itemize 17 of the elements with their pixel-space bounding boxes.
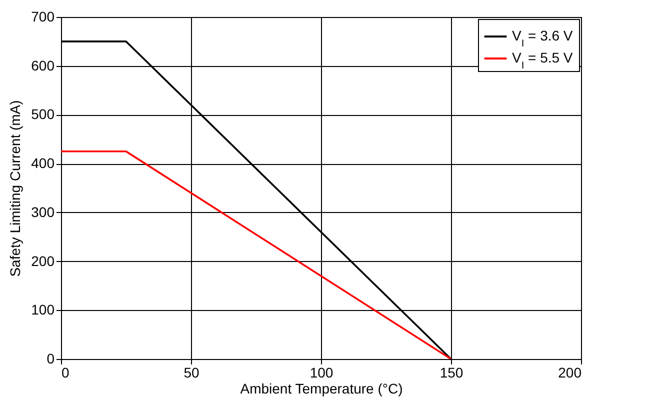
y-tick-label: 300: [31, 204, 55, 220]
y-tick-label: 100: [31, 302, 55, 318]
x-axis-title: Ambient Temperature (°C): [240, 380, 403, 396]
y-tick-label: 400: [31, 155, 55, 172]
y-tick-label: 0: [46, 350, 55, 366]
legend-label: V$_{I}$ = 5.5 V: [512, 50, 574, 71]
x-tick-label: 100: [310, 364, 334, 380]
y-tick-label: 700: [31, 8, 55, 24]
y-tick-label: 200: [31, 252, 55, 269]
y-tick-label: 500: [31, 106, 55, 122]
x-tick-label: 150: [440, 364, 464, 380]
x-tick-label: 200: [558, 364, 582, 380]
y-axis-title: Safety Limiting Current (mA): [7, 100, 24, 277]
x-tick-label: 0: [62, 364, 70, 380]
legend-label: V$_{I}$ = 3.6 V: [512, 28, 574, 49]
x-tick-label: 50: [184, 364, 200, 380]
y-tick-label: 600: [31, 57, 55, 74]
